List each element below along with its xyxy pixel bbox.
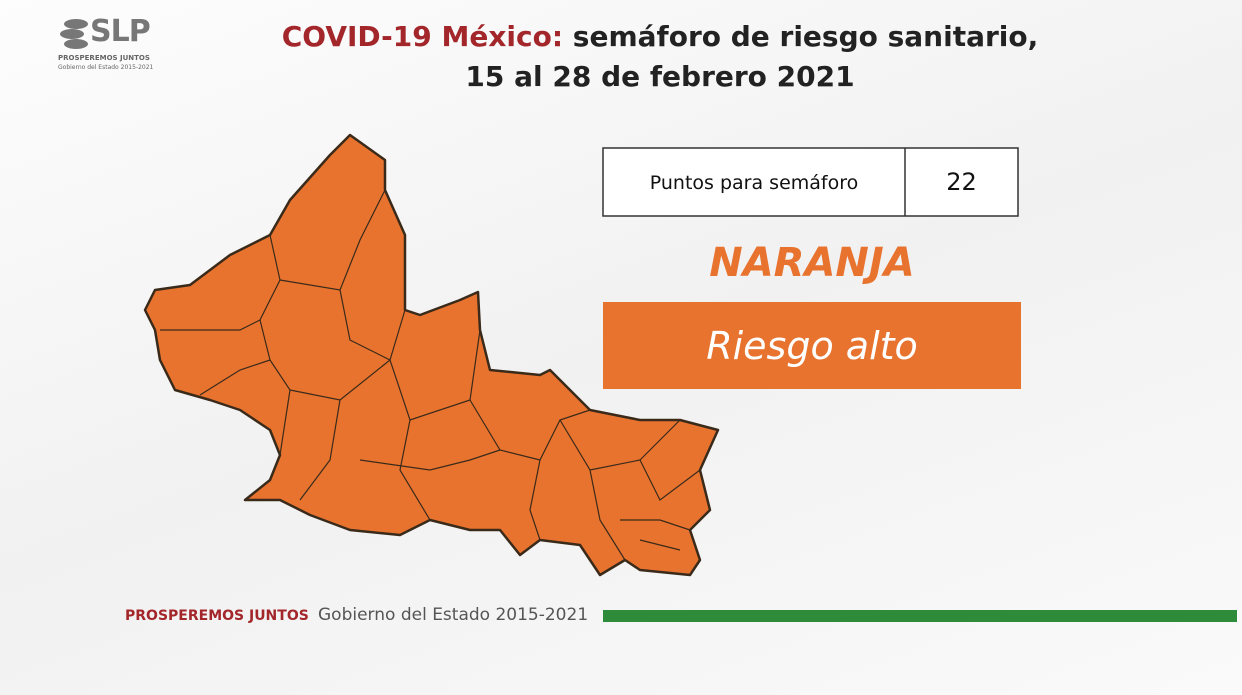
subtitle: 15 al 28 de febrero 2021 — [465, 60, 855, 93]
risk-box — [603, 302, 1021, 389]
footer-bar — [603, 610, 1237, 622]
title: COVID-19 México: semáforo de riesgo sani… — [200, 20, 1120, 53]
risk-label: Riesgo alto — [706, 324, 918, 368]
footer-tagline: PROSPEREMOS JUNTOS — [125, 608, 309, 624]
footer-government: Gobierno del Estado 2015-2021 — [318, 605, 589, 625]
state-map — [143, 133, 720, 577]
logo-mark: SLP — [90, 14, 151, 49]
table-label: Puntos para semáforo — [649, 172, 859, 194]
municipal-borders — [160, 189, 701, 561]
title-highlight: COVID-19 México: — [281, 20, 564, 53]
color-name: NARANJA — [709, 240, 915, 286]
table-value: 22 — [946, 168, 977, 196]
logo-icon — [60, 19, 88, 49]
points-table — [602, 147, 1019, 217]
logo-sub: Gobierno del Estado 2015-2021 — [58, 64, 154, 71]
logo-tagline: PROSPEREMOS JUNTOS — [58, 54, 150, 62]
title-rest: semáforo de riesgo sanitario, — [572, 20, 1039, 53]
